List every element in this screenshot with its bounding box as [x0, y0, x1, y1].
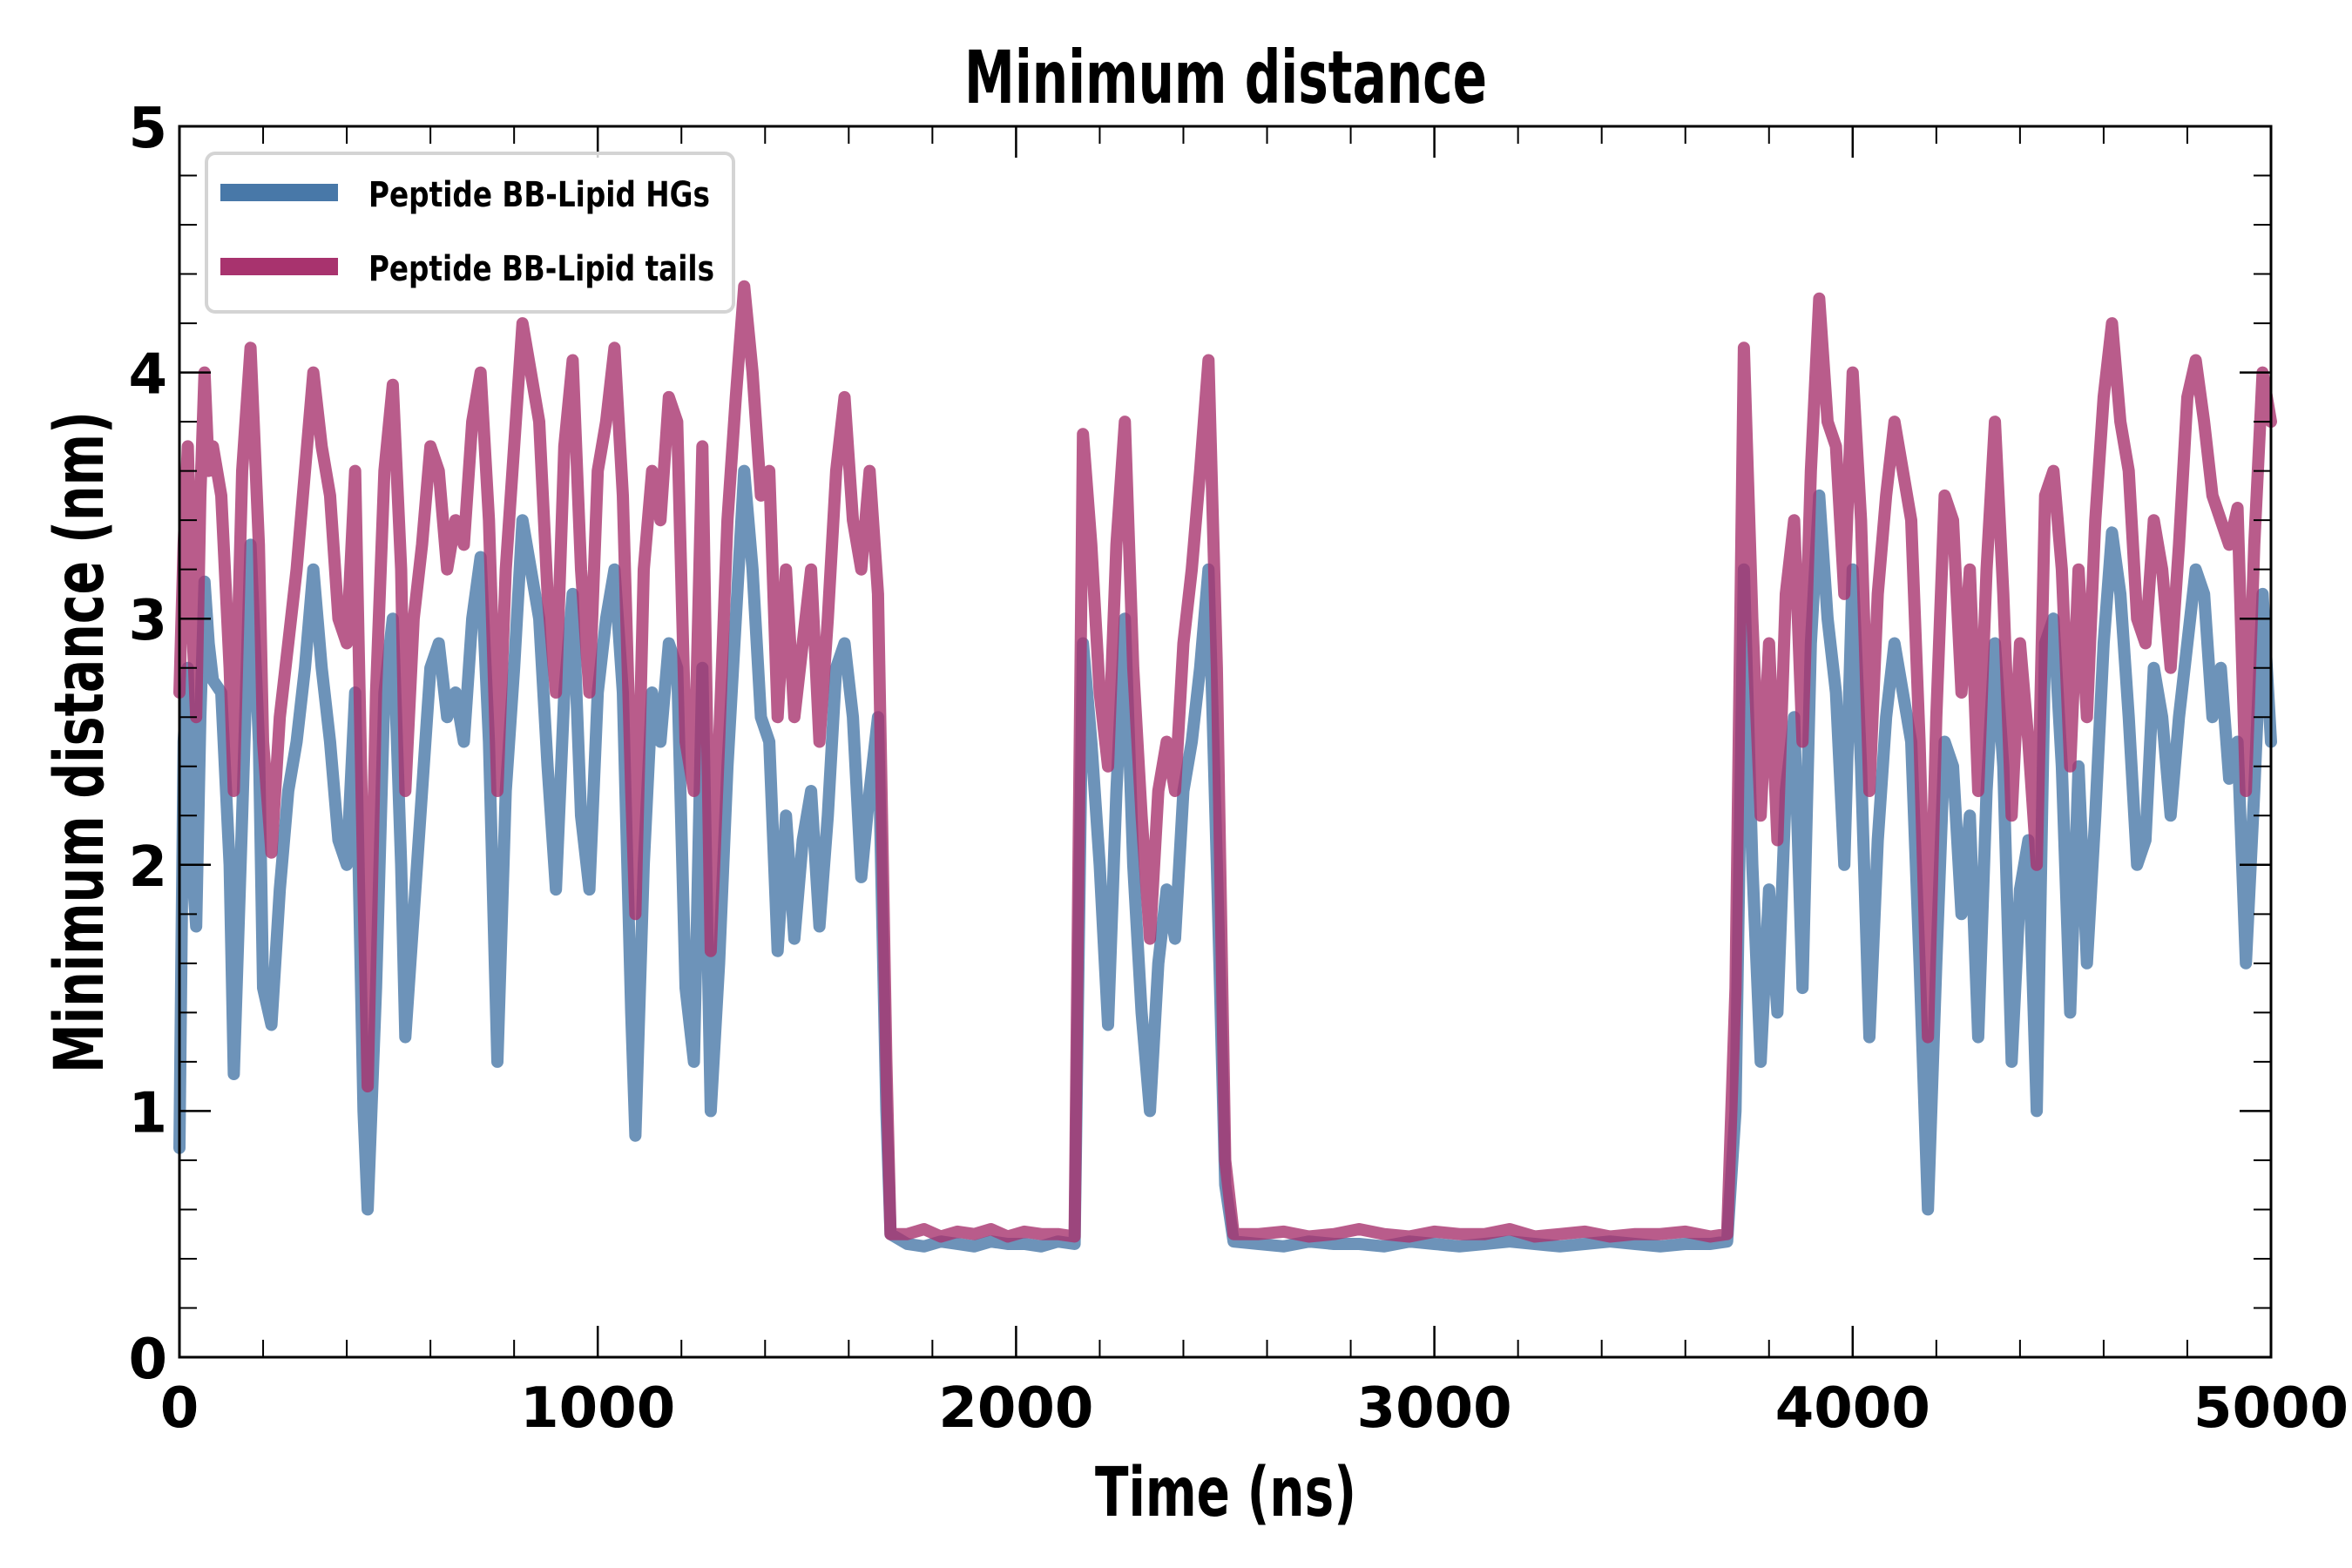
y-tick-label: 3: [128, 589, 167, 653]
series-line-tails: [173, 280, 2277, 1243]
y-tick-label: 5: [128, 97, 167, 161]
legend-box: [205, 152, 735, 314]
legend-label-hgs: Peptide BB-Lipid HGs: [368, 175, 710, 215]
plot-frame: [178, 125, 2273, 1359]
chart-title: Minimum distance: [964, 35, 1487, 120]
ticks-layer: 0 1000 2000 3000 4000 5000 0 1 2 3 4 5: [128, 97, 2349, 1441]
x-axis-label: Time (ns): [1095, 1454, 1356, 1532]
y-tick-label: 1: [128, 1081, 167, 1146]
x-tick-label: 0: [160, 1376, 199, 1441]
y-axis-label: Minimum distance (nm): [41, 411, 119, 1073]
y-tick-label: 2: [128, 835, 167, 900]
series-layer: [173, 280, 2277, 1253]
x-tick-label: 4000: [1775, 1376, 1930, 1441]
legend: Peptide BB-Lipid HGs Peptide BB-Lipid ta…: [205, 152, 735, 314]
x-tick-label: 3000: [1357, 1376, 1512, 1441]
legend-label-tails: Peptide BB-Lipid tails: [368, 249, 714, 289]
x-tick-label: 1000: [520, 1376, 675, 1441]
y-tick-label: 0: [128, 1328, 167, 1392]
x-tick-label: 5000: [2193, 1376, 2349, 1441]
x-tick-label: 2000: [938, 1376, 1093, 1441]
y-tick-label: 4: [128, 343, 167, 408]
